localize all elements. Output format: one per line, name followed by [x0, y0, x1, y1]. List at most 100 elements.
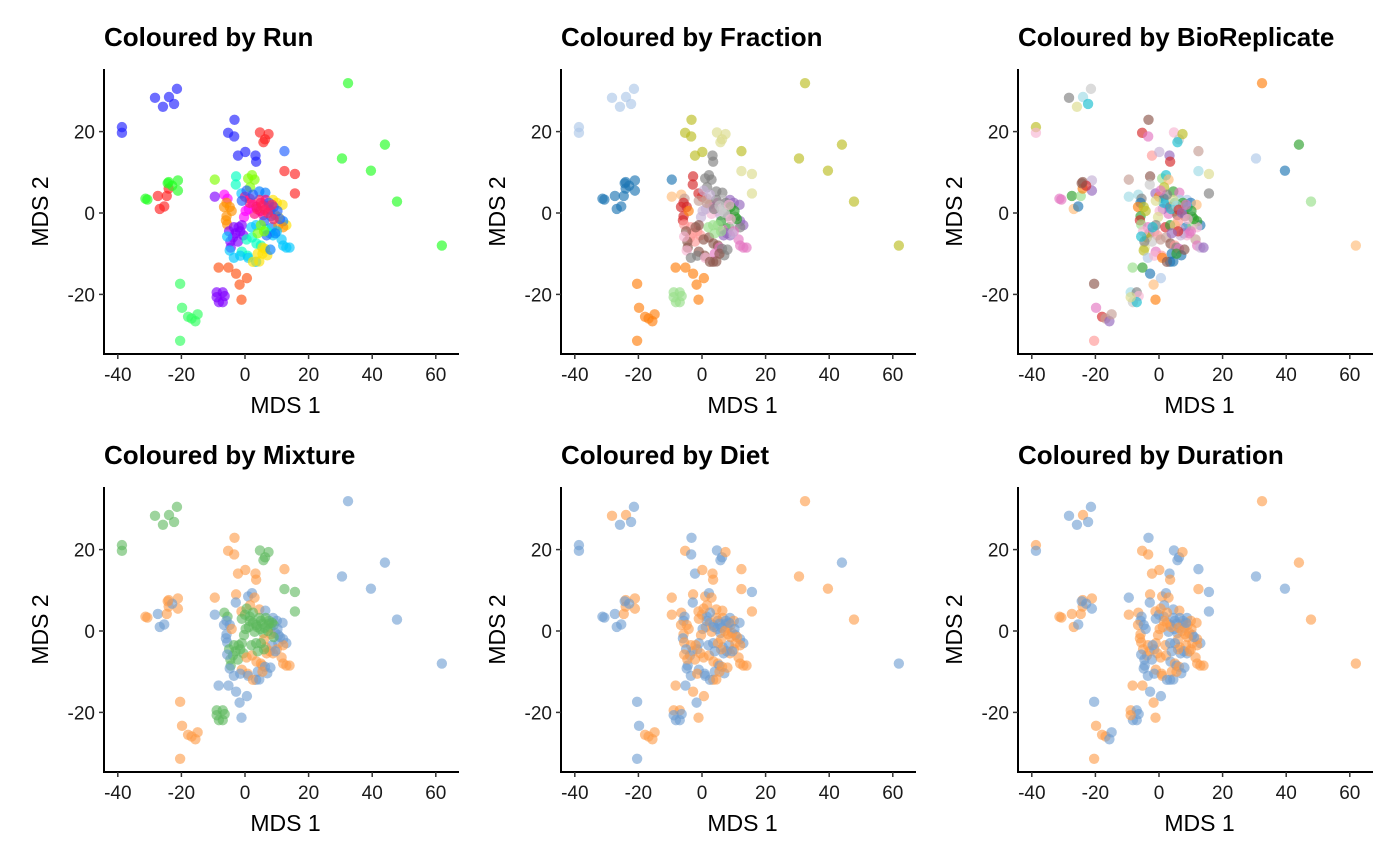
data-point — [614, 519, 626, 530]
data-point — [1177, 546, 1188, 558]
data-point — [279, 563, 290, 575]
data-point — [685, 131, 697, 142]
data-point — [209, 174, 220, 185]
data-point — [678, 231, 690, 242]
y-axis-label: MDS 2 — [484, 176, 510, 246]
data-point — [365, 583, 377, 594]
scatter-panel-diet: Coloured by Diet -40 -20 0 20 40 60 -20 0 20 MDS 1… — [457, 418, 917, 843]
data-point — [848, 614, 860, 625]
data-point — [1127, 680, 1138, 691]
data-point — [1088, 278, 1100, 290]
data-point — [1158, 615, 1169, 627]
data-point — [1203, 586, 1215, 598]
data-point — [727, 646, 738, 657]
data-point — [573, 545, 585, 557]
data-point — [230, 686, 242, 697]
data-point — [233, 222, 244, 233]
data-point — [192, 309, 203, 320]
data-point — [176, 720, 188, 732]
data-point — [1350, 658, 1362, 669]
data-point — [171, 501, 183, 513]
plot-area: -40 -20 0 20 40 60 -20 0 20 MDS 1 MDS 2 — [27, 69, 459, 418]
data-point — [1137, 262, 1148, 273]
x-tick-label: 40 — [819, 783, 840, 804]
data-point — [209, 609, 220, 620]
data-point — [168, 98, 180, 110]
data-point — [1148, 697, 1159, 708]
data-point — [698, 272, 710, 284]
x-tick-label: 0 — [240, 365, 251, 386]
x-tick-label: 40 — [362, 365, 383, 386]
data-point — [258, 136, 269, 148]
data-point — [1256, 495, 1268, 507]
y-tick-label: 20 — [74, 541, 95, 562]
data-point — [736, 145, 747, 157]
data-point — [230, 171, 242, 182]
y-axis-label: MDS 2 — [484, 594, 510, 664]
data-point — [232, 236, 244, 247]
y-tick-label: 0 — [84, 622, 95, 643]
data-point — [232, 654, 244, 665]
data-point — [157, 519, 169, 530]
data-point — [279, 165, 290, 177]
data-point — [717, 187, 728, 198]
data-point — [229, 532, 240, 543]
data-point — [1030, 545, 1042, 557]
x-tick-label: 0 — [697, 783, 708, 804]
data-point — [714, 666, 725, 677]
data-point — [1250, 153, 1262, 164]
data-point — [1203, 606, 1215, 617]
data-point — [209, 191, 220, 202]
data-point — [244, 615, 255, 627]
data-point — [606, 92, 618, 104]
data-point — [697, 564, 708, 576]
y-tick-label: 0 — [541, 622, 552, 643]
data-point — [706, 592, 717, 603]
data-point — [1140, 623, 1151, 635]
scatter-panel-bio: Coloured by BioReplicate -40 -20 0 20 40 60 -20… — [914, 0, 1374, 425]
data-point — [1198, 660, 1209, 671]
data-point — [689, 236, 701, 247]
data-point — [228, 549, 240, 560]
data-point — [616, 619, 627, 630]
data-point — [686, 532, 697, 543]
data-point — [1140, 205, 1151, 217]
data-point — [1082, 516, 1094, 528]
data-point — [250, 156, 262, 167]
data-point — [628, 83, 640, 95]
data-point — [893, 658, 905, 669]
data-point — [436, 658, 448, 669]
data-point — [221, 649, 233, 660]
points-layer — [573, 495, 905, 764]
x-tick-label: -20 — [625, 783, 652, 804]
data-point — [263, 128, 274, 140]
data-point — [1071, 101, 1083, 112]
data-point — [289, 168, 301, 180]
data-point — [1171, 666, 1182, 677]
data-point — [848, 196, 860, 207]
data-point — [616, 201, 627, 212]
data-point — [1085, 501, 1097, 513]
data-point — [365, 165, 377, 176]
data-point — [1090, 302, 1102, 314]
data-point — [614, 101, 626, 112]
data-point — [116, 127, 128, 139]
data-point — [680, 262, 691, 273]
data-point — [628, 501, 640, 513]
data-point — [236, 613, 248, 624]
data-point — [1193, 563, 1204, 575]
x-tick-label: -20 — [1082, 783, 1109, 804]
data-point — [211, 292, 222, 303]
data-point — [746, 168, 758, 180]
data-point — [221, 231, 233, 242]
data-point — [236, 294, 247, 305]
panel-title: Coloured by BioReplicate — [1018, 22, 1335, 52]
data-point — [1146, 236, 1158, 247]
data-point — [736, 165, 747, 177]
data-point — [263, 546, 274, 558]
data-point — [1123, 592, 1134, 603]
data-point — [1066, 608, 1078, 620]
data-point — [1149, 668, 1160, 679]
data-point — [162, 596, 173, 607]
data-point — [1076, 596, 1087, 607]
